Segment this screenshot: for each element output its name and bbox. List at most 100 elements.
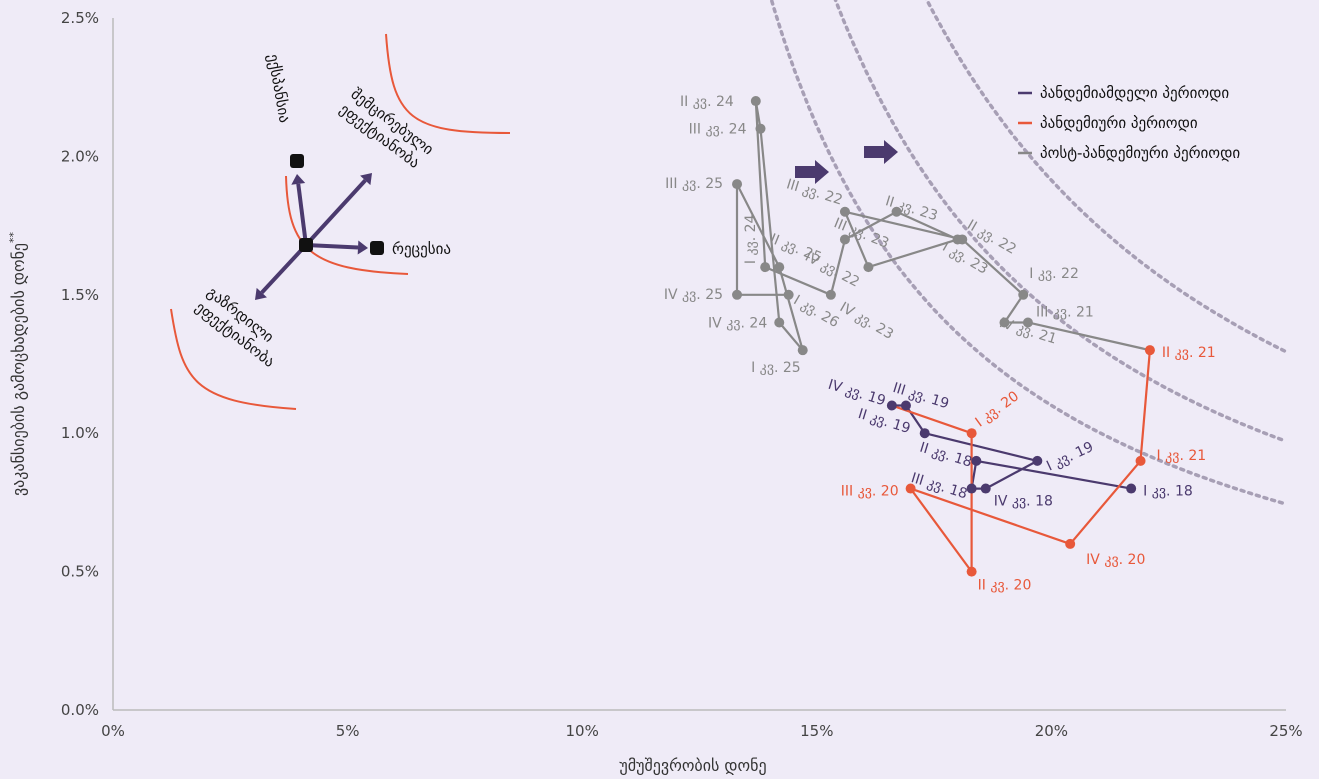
y-axis-title-suffix: ** (7, 231, 20, 243)
diagram-label-recession: რეცესია (392, 240, 451, 258)
point-label-pandemic: I კვ. 20 (973, 388, 1023, 430)
data-point-post (891, 206, 902, 217)
data-point-post (1022, 317, 1033, 328)
point-label-post: IV კვ. 24 (708, 315, 767, 331)
shift-diagram: ექსპანსია რეცესია შემცირებულიეფექტიანობა გა… (170, 33, 511, 410)
beveridge-curve (924, 0, 1288, 354)
axes: 0% 5% 10% 15% 20% 25% 0.0% 0.5% 1.0% 1.5% 2.0% 2.5% (61, 9, 1303, 740)
data-point-post (839, 234, 850, 245)
data-point-post (863, 262, 874, 273)
y-axis-title-text: ვაკანსიების გამოცხადების დონე (9, 243, 28, 496)
data-point-post (755, 123, 766, 134)
diagram-state-marker (299, 238, 313, 252)
beveridge-curve (833, 0, 1288, 444)
data-point-post (760, 262, 771, 273)
y-tick-label: 1.5% (61, 286, 99, 304)
y-tick-label: 1.0% (61, 424, 99, 442)
data-point-pre (1126, 483, 1137, 494)
point-label-pre: I კვ. 19 (1044, 439, 1096, 474)
legend-label: პანდემიამდელი პერიოდი (1040, 84, 1229, 102)
y-tick-label: 2.0% (61, 147, 99, 165)
point-label-post: II კვ. 22 (964, 217, 1019, 258)
diagram-label-efficiency-up: გაზრდილიეფექტიანობა (192, 283, 290, 371)
data-point-pandemic (1144, 345, 1155, 356)
diagram-arrow-shaft (296, 183, 308, 246)
y-tick-label: 2.5% (61, 9, 99, 27)
x-tick-label: 20% (1035, 722, 1068, 740)
diagram-arrow-shaft (304, 179, 367, 247)
x-tick-label: 5% (336, 722, 360, 740)
data-point-pandemic (1065, 538, 1076, 549)
diagram-arrow-head-icon (291, 174, 306, 185)
beveridge-curve (769, 0, 1288, 506)
data-point-pre (966, 483, 977, 494)
data-point-pre (900, 400, 911, 411)
data-point-pre (971, 455, 982, 466)
data-point-post (774, 317, 785, 328)
series-bridge-line (1027, 321, 1151, 352)
point-label-post: I კვ. 22 (1029, 266, 1079, 282)
diagram-arrow-head-icon (357, 240, 368, 255)
point-label-pandemic: II კვ. 21 (1162, 345, 1216, 361)
data-point-post (999, 317, 1010, 328)
x-tick-label: 10% (566, 722, 599, 740)
diagram-label-efficiency-down: შემცირებულიეფექტიანობა (336, 85, 437, 174)
data-point-post (783, 289, 794, 300)
diagram-arrow-shaft (305, 243, 359, 250)
data-point-post (732, 179, 743, 190)
point-label-post: IV კვ. 25 (664, 287, 723, 303)
data-point-pre (886, 400, 897, 411)
data-point-pandemic (966, 566, 977, 577)
diagram-arrow-shaft (260, 243, 308, 295)
data-point-post (732, 289, 743, 300)
diagram-label-expansion: ექსპანსია (264, 53, 294, 125)
point-label-post: III კვ. 24 (689, 122, 747, 138)
point-label-pandemic: II კვ. 20 (978, 578, 1032, 594)
data-point-pandemic (1135, 455, 1146, 466)
legend: პანდემიამდელი პერიოდი პანდემიური პერიოდი პ… (1018, 84, 1240, 162)
point-label-post: I კვ. 23 (940, 239, 991, 278)
shift-arrow-icon (864, 140, 898, 164)
diagram-curve-lower (170, 308, 297, 410)
data-point-post (952, 234, 963, 245)
y-tick-label: 0.5% (61, 563, 99, 581)
point-label-post: II კვ. 24 (680, 94, 734, 110)
data-point-post (839, 206, 850, 217)
point-label-post: III კვ. 22 (784, 176, 844, 208)
point-label-pandemic: IV კვ. 20 (1086, 552, 1145, 568)
data-point-post (750, 96, 761, 107)
series (732, 96, 1155, 577)
x-tick-label: 15% (800, 722, 833, 740)
legend-label: პანდემიური პერიოდი (1040, 114, 1198, 132)
data-point-pre (980, 483, 991, 494)
y-tick-label: 0.0% (61, 701, 99, 719)
point-label-post: III კვ. 21 (1036, 304, 1094, 320)
x-tick-label: 25% (1269, 722, 1302, 740)
point-label-post: III კვ. 25 (665, 176, 723, 192)
diagram-curve-upper (385, 33, 511, 134)
point-label-pandemic: I კვ. 21 (1157, 448, 1207, 464)
data-point-pre (1032, 455, 1043, 466)
data-point-post (1018, 289, 1029, 300)
point-label-post: I კვ. 25 (751, 360, 801, 376)
legend-label: პოსტ-პანდემიური პერიოდი (1040, 144, 1240, 162)
point-label-post: IV კვ. 23 (837, 299, 896, 342)
x-axis-title: უმუშევრობის დონე (619, 756, 766, 775)
data-point-post (797, 345, 808, 356)
point-label-pandemic: III კვ. 20 (841, 484, 899, 500)
point-label-pre: I კვ. 18 (1143, 484, 1193, 500)
data-point-pandemic (905, 483, 916, 494)
y-axis-title: ვაკანსიების გამოცხადების დონე** (7, 231, 28, 496)
diagram-arrow-head-icon (360, 173, 372, 186)
data-point-post (825, 289, 836, 300)
point-label-post: I კვ. 24 (743, 214, 759, 264)
diagram-state-marker (370, 241, 384, 255)
series-line-pandemic (909, 350, 1151, 573)
x-tick-label: 0% (101, 722, 125, 740)
point-label-pre: IV კვ. 18 (994, 494, 1053, 510)
data-point-pandemic (966, 428, 977, 439)
point-label-pre: IV კვ. 19 (826, 377, 887, 410)
diagram-arrow-head-icon (255, 287, 267, 300)
